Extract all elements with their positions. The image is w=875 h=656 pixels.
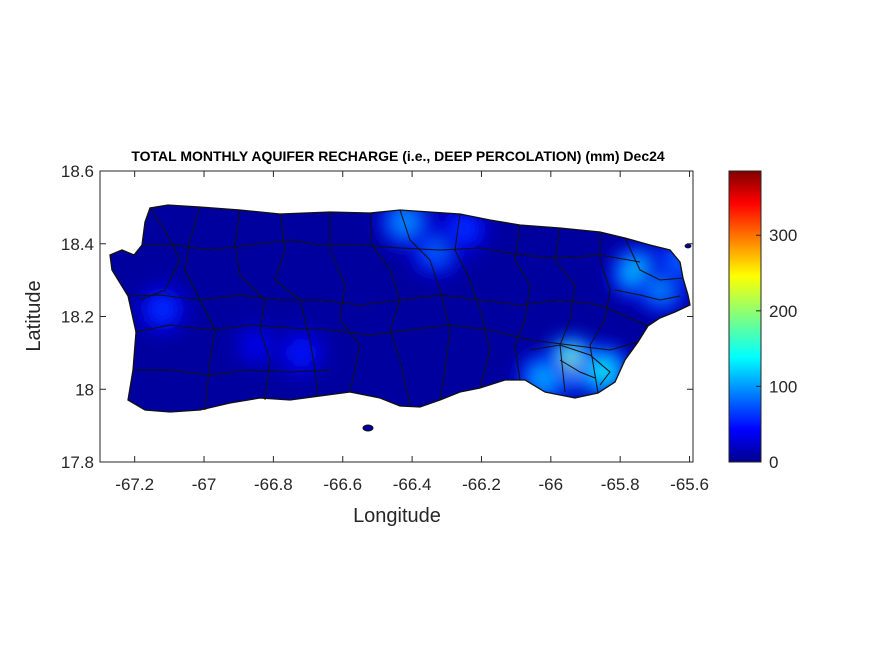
municipality-boundary <box>454 213 491 389</box>
municipality-boundary <box>139 207 181 301</box>
colorbar-tick-label: 0 <box>769 453 778 472</box>
colorbar-tick-label: 200 <box>769 302 797 321</box>
municipality-boundary <box>529 344 611 386</box>
municipality-boundary <box>624 237 684 281</box>
recharge-hotspot <box>427 242 446 260</box>
x-tick-label: -67.2 <box>115 475 154 494</box>
colorbar-ticks: 0 100 200 300 <box>756 226 797 472</box>
municipality-boundary <box>127 294 401 306</box>
x-tick-label: -66.8 <box>254 475 293 494</box>
x-tick-label: -66.6 <box>323 475 362 494</box>
recharge-hotspot <box>247 336 266 355</box>
municipality-boundary <box>399 247 641 263</box>
municipality-boundary <box>135 324 411 336</box>
municipality-boundary <box>133 369 331 376</box>
municipality-boundary <box>559 359 596 379</box>
x-axis-ticks: -67.2 -67 -66.8 -66.6 -66.4 -66.2 -66 -65.8 -65.… <box>115 171 709 494</box>
municipality-boundaries <box>127 206 684 411</box>
municipality-boundary <box>614 289 681 301</box>
y-tick-label: 18 <box>75 380 94 399</box>
colorbar <box>728 170 762 463</box>
x-tick-label: -67 <box>192 475 217 494</box>
y-tick-label: 17.8 <box>61 453 94 472</box>
x-axis-label: Longitude <box>353 505 441 527</box>
recharge-hotspot <box>455 220 474 239</box>
y-tick-label: 18.2 <box>61 308 94 327</box>
recharge-hotspot <box>534 369 553 388</box>
municipality-boundary <box>234 209 271 401</box>
colorbar-tick-label: 300 <box>769 226 797 245</box>
y-tick-label: 18.4 <box>61 235 94 254</box>
x-tick-label: -66.2 <box>462 475 501 494</box>
recharge-hotspot <box>396 212 415 231</box>
x-tick-label: -66.4 <box>393 475 432 494</box>
recharge-hotspot <box>153 300 172 319</box>
municipality-boundary <box>409 324 639 351</box>
x-tick-label: -65.8 <box>601 475 640 494</box>
recharge-hotspot <box>292 343 311 362</box>
chart-title: TOTAL MONTHLY AQUIFER RECHARGE (i.e., DE… <box>131 148 665 164</box>
municipality-boundary <box>142 239 401 251</box>
municipality-boundary <box>399 294 649 327</box>
municipality-boundary <box>554 227 576 393</box>
y-axis-ticks: 17.8 18 18.2 18.4 18.6 <box>61 162 693 472</box>
colorbar-tick-label: 100 <box>769 377 797 396</box>
y-tick-label: 18.6 <box>61 162 94 181</box>
x-tick-label: -66 <box>539 475 564 494</box>
culebra-island <box>684 243 692 249</box>
caja-de-muerto-island <box>362 424 374 432</box>
municipality-boundary <box>399 209 451 401</box>
x-tick-label: -65.6 <box>670 475 709 494</box>
y-axis-label: Latitude <box>23 280 45 351</box>
